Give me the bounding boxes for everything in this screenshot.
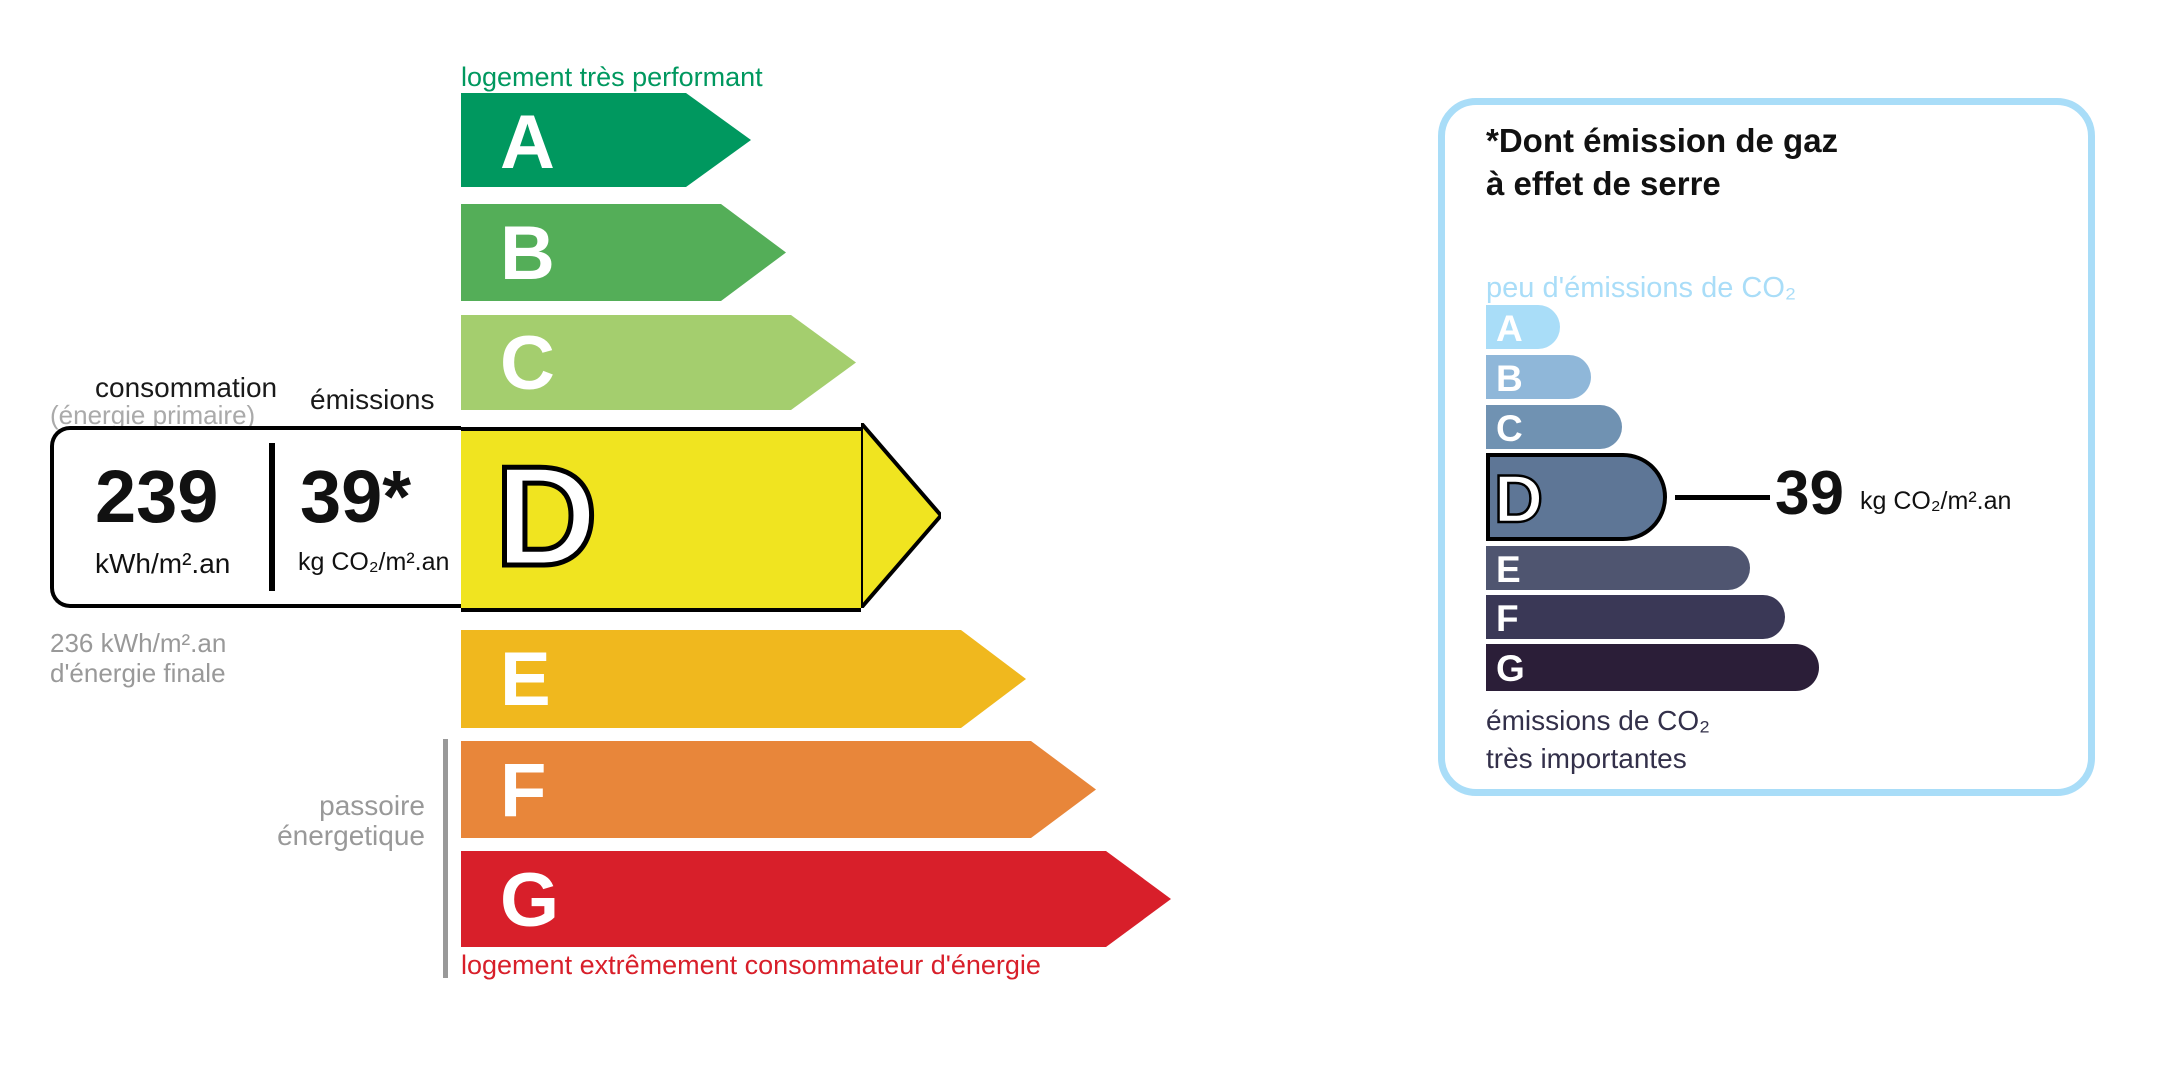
svg-text:D: D [495,437,598,596]
svg-text:D: D [1494,461,1543,537]
